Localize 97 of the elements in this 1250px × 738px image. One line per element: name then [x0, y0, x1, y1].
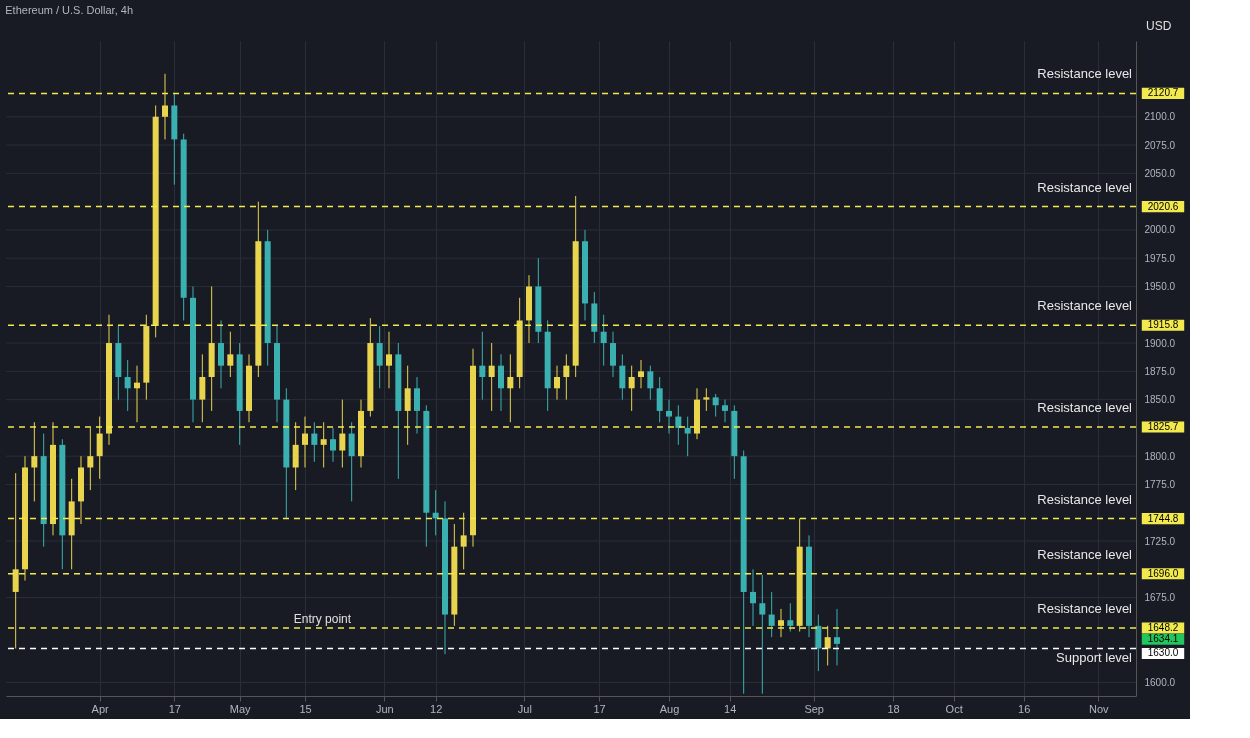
candlestick [787, 602, 794, 633]
candlestick [199, 353, 206, 423]
chart-title: Ethereum / U.S. Dollar, 4h [5, 4, 134, 16]
candlestick [768, 591, 775, 638]
x-tick-label: Nov [1089, 702, 1110, 715]
candlestick [292, 421, 299, 491]
candlestick [815, 614, 822, 672]
candlestick [834, 608, 840, 666]
y-tick-label: 1850.0 [1144, 394, 1176, 406]
candlestick [619, 353, 626, 401]
text: 1696.0 [1147, 567, 1179, 579]
candlestick [563, 353, 570, 401]
candlestick [647, 365, 654, 401]
y-tick-label: 2100.0 [1144, 111, 1176, 123]
candlestick [330, 427, 336, 463]
candlestick [824, 625, 831, 666]
candlestick [488, 342, 495, 412]
candlestick [759, 574, 766, 695]
y-tick-label: 2000.0 [1144, 224, 1176, 236]
candlestick [703, 387, 710, 412]
candlestick [302, 416, 308, 468]
candlestick [320, 421, 327, 468]
candlestick [348, 421, 355, 502]
y-tick-label: 1800.0 [1144, 450, 1176, 462]
candlestick [498, 353, 504, 412]
x-tick-label: Oct [945, 702, 963, 715]
text: 2020.6 [1147, 200, 1179, 212]
y-tick-label: 1675.0 [1144, 592, 1176, 604]
y-tick-label: 1775.0 [1144, 478, 1176, 490]
candlestick [218, 319, 224, 389]
candlestick [414, 376, 420, 435]
text: 1915.8 [1147, 319, 1179, 331]
text: USD [1146, 19, 1172, 33]
candlestick [778, 608, 784, 638]
ref-line-label: Resistance level [1037, 66, 1133, 82]
candlestick [600, 314, 607, 367]
candlestick [376, 325, 383, 389]
x-tick-label: May [229, 702, 252, 715]
candlestick [656, 376, 663, 423]
x-tick-label: Jul [517, 702, 532, 715]
candlestick [638, 359, 644, 389]
candlestick [96, 416, 103, 480]
x-tick-label: 17 [168, 702, 181, 715]
text: 1648.2 [1147, 621, 1179, 633]
x-tick-label: 16 [1018, 702, 1031, 715]
y-tick-label: 1975.0 [1144, 252, 1176, 264]
x-tick-label: Jun [375, 702, 394, 715]
candlestick [339, 399, 346, 468]
ref-line-label: Resistance level [1037, 546, 1133, 562]
candlestick [507, 353, 514, 423]
candlestick [124, 359, 131, 412]
annotation: Entry point [293, 612, 352, 627]
candlestick [12, 472, 19, 649]
y-tick-label: 2050.0 [1144, 167, 1176, 179]
candlestick [404, 365, 411, 446]
candlestick [386, 331, 392, 389]
ref-line-label: Support level [1056, 650, 1133, 666]
text: 1744.8 [1147, 512, 1179, 524]
x-tick-label: 15 [299, 702, 312, 715]
ref-line-label: Resistance level [1037, 600, 1133, 616]
candlestick [162, 73, 168, 140]
x-tick-label: 12 [430, 702, 443, 715]
candlestick [554, 365, 560, 401]
y-tick-label: 1725.0 [1144, 535, 1176, 547]
candlestick [31, 421, 38, 502]
candlestick [311, 421, 318, 463]
candlestick [684, 416, 691, 457]
candlestick [479, 331, 486, 401]
ref-line-label: Resistance level [1037, 298, 1133, 314]
y-tick-label: 1950.0 [1144, 280, 1176, 292]
x-tick-label: 17 [593, 702, 606, 715]
y-tick-label: 1600.0 [1144, 676, 1176, 688]
candlestick [227, 331, 234, 378]
text: 1630.0 [1147, 647, 1179, 659]
text: 1825.7 [1147, 421, 1179, 433]
candlestick [666, 399, 672, 435]
ref-line-label: Resistance level [1037, 400, 1133, 416]
candlestick [87, 427, 94, 491]
candlestick [675, 404, 682, 446]
text: 1634.1 [1147, 633, 1179, 645]
x-tick-label: Apr [91, 702, 110, 715]
y-tick-label: 2075.0 [1144, 139, 1176, 151]
candlestick [712, 393, 719, 418]
y-tick-label: 1875.0 [1144, 365, 1176, 377]
y-tick-label: 1900.0 [1144, 337, 1176, 349]
x-tick-label: 18 [887, 702, 900, 715]
x-tick-label: Sep [804, 702, 824, 715]
text: 2120.7 [1147, 87, 1179, 99]
candlestick [722, 399, 728, 423]
candlestick [460, 512, 467, 570]
ref-line-label: Resistance level [1037, 491, 1133, 507]
candlestick [750, 568, 756, 627]
candlestick [610, 331, 616, 378]
candlestick [628, 365, 635, 412]
x-tick-label: Aug [659, 702, 680, 715]
ref-line-label: Resistance level [1037, 179, 1133, 195]
x-tick-label: 14 [724, 702, 737, 715]
